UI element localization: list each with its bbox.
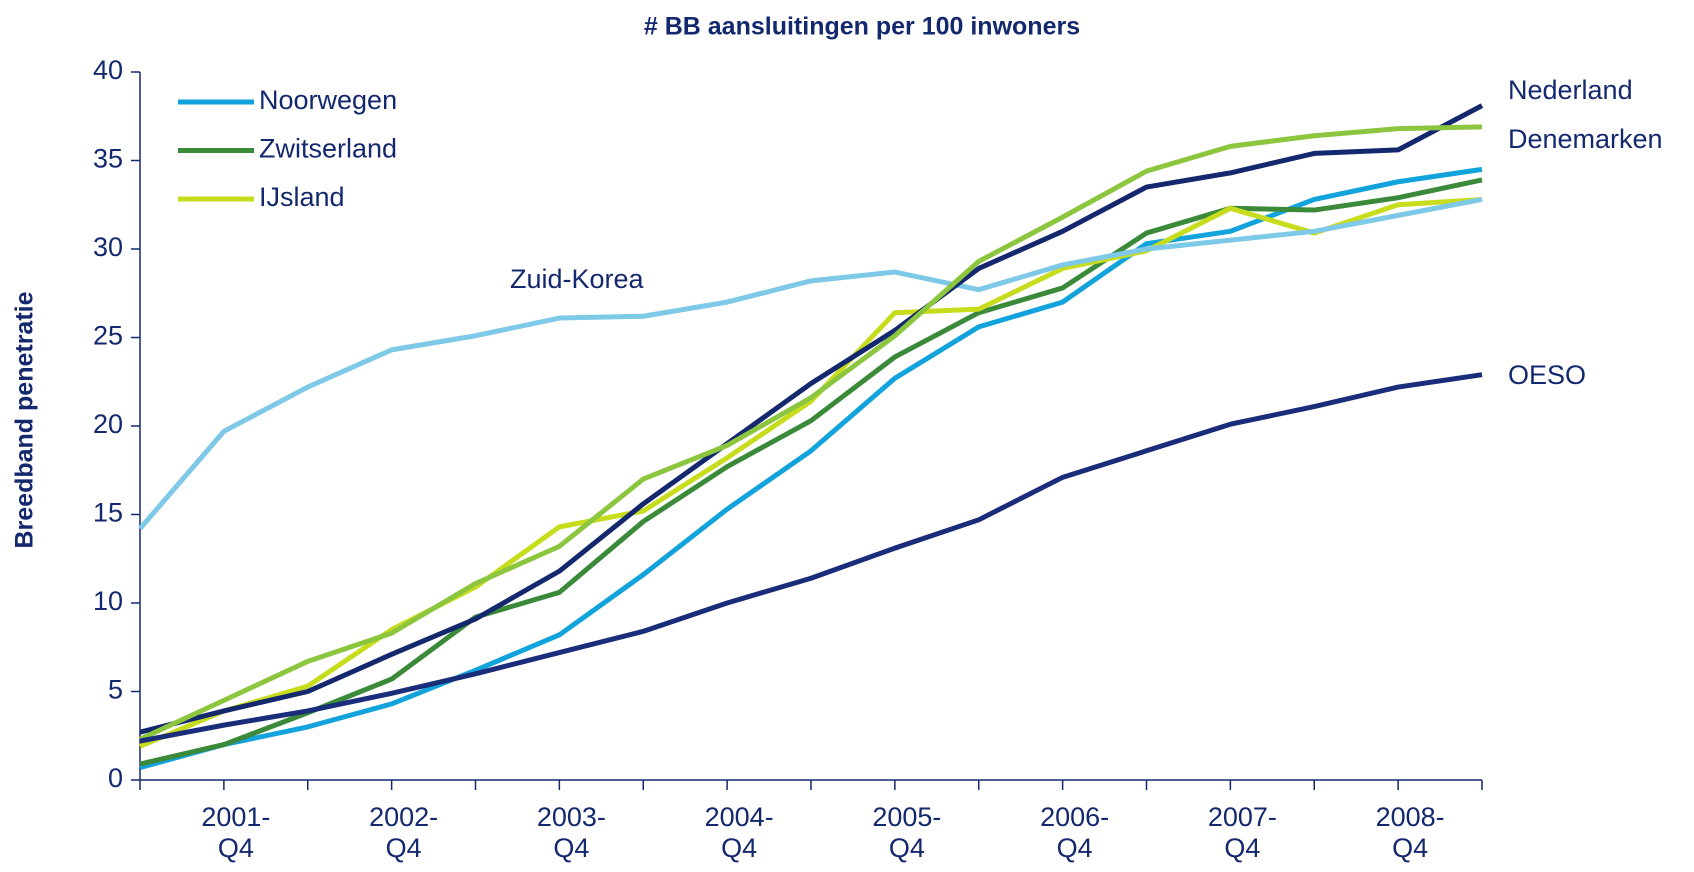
y-axis-title: Breedband penetratie (11, 291, 39, 548)
y-tick-label: 35 (93, 144, 123, 174)
series-line (138, 196, 1483, 531)
legend-label: Noorwegen (259, 85, 397, 115)
x-tick-label: 2008-Q4 (1375, 802, 1445, 863)
y-tick-label: 30 (93, 232, 123, 262)
y-tick-label: 20 (93, 409, 123, 439)
x-tick-label: 2002-Q4 (369, 802, 439, 863)
series-label: OESO (1508, 360, 1586, 390)
x-tick-label: 2006-Q4 (1040, 802, 1110, 863)
series-line (139, 166, 1483, 771)
y-tick-label: 25 (93, 321, 123, 351)
legend-label: IJsland (259, 182, 345, 212)
series-line (139, 177, 1483, 767)
y-tick-label: 40 (93, 55, 123, 85)
x-tick-label: 2003-Q4 (536, 802, 606, 863)
x-tick-label: 2007-Q4 (1207, 802, 1277, 863)
series-label: Nederland (1508, 75, 1633, 105)
series-line (139, 196, 1483, 749)
x-tick-label: 2005-Q4 (872, 802, 942, 863)
series-line (139, 372, 1483, 744)
y-tick-label: 5 (108, 675, 123, 705)
chart-title: # BB aansluitingen per 100 inwoners (644, 13, 1080, 41)
series-label: Denemarken (1508, 124, 1663, 154)
x-tick-label: 2001-Q4 (201, 802, 271, 863)
series-line (139, 103, 1484, 735)
y-tick-label: 15 (93, 498, 123, 528)
y-tick-label: 0 (108, 763, 123, 793)
y-tick-label: 10 (93, 586, 123, 616)
series-line (138, 124, 1483, 742)
series-label: Zuid-Korea (510, 264, 645, 294)
x-tick-label: 2004-Q4 (704, 802, 774, 863)
legend-label: Zwitserland (259, 134, 397, 164)
